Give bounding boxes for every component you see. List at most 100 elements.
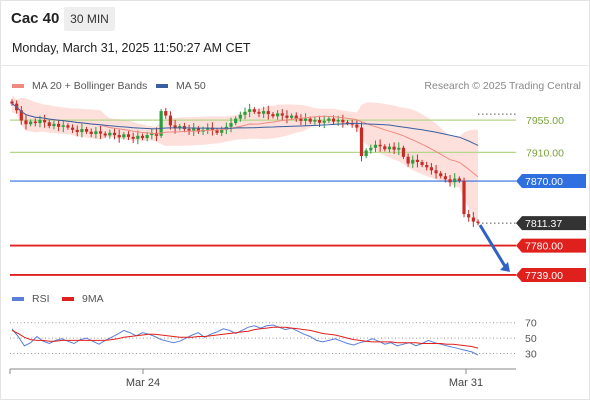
- candle-body: [38, 120, 42, 124]
- trend-arrowhead: [500, 261, 510, 272]
- candle-body: [70, 127, 75, 130]
- level-label: 7739.00: [525, 270, 563, 282]
- candle-body: [411, 159, 415, 164]
- candle-body: [420, 162, 424, 166]
- candle-body: [122, 134, 126, 138]
- candle-body: [299, 118, 303, 121]
- rsi-tick-label: 50: [525, 333, 537, 345]
- candle-body: [406, 156, 410, 164]
- candle-body: [392, 146, 396, 150]
- candle-body: [140, 135, 145, 139]
- candle-body: [425, 165, 429, 168]
- candle-body: [313, 120, 317, 122]
- candle-body: [84, 129, 89, 132]
- candle-body: [136, 135, 140, 139]
- candle-body: [131, 136, 135, 139]
- candle-body: [378, 144, 382, 147]
- candle-body: [401, 147, 406, 157]
- candle-body: [112, 132, 117, 136]
- candle-body: [47, 122, 51, 127]
- legend-9ma: 9MA: [62, 293, 104, 305]
- rsi-swatch: [12, 297, 24, 301]
- candle-body: [61, 125, 65, 127]
- legend-ma20: MA 20 + Bollinger Bands: [12, 80, 147, 92]
- candle-body: [373, 144, 378, 148]
- timestamp: Monday, March 31, 2025 11:50:27 AM CET: [12, 41, 251, 55]
- candle-body: [443, 176, 447, 180]
- level-label: 7870.00: [525, 176, 563, 188]
- legend-rsi-label: RSI: [32, 293, 50, 305]
- rsi-tick-label: 70: [525, 318, 537, 330]
- instrument-title: Cac 40: [11, 10, 60, 27]
- candle-body: [117, 135, 121, 138]
- candle-body: [24, 120, 28, 125]
- candle-body: [294, 115, 298, 119]
- candle-body: [453, 178, 457, 183]
- candle-body: [173, 125, 177, 129]
- candle-body: [220, 129, 224, 133]
- legend-ma50-label: MA 50: [176, 80, 206, 92]
- candle-body: [238, 114, 242, 119]
- candle-body: [317, 120, 322, 123]
- candle-body: [126, 134, 131, 137]
- candle-body: [187, 129, 191, 131]
- candle-body: [252, 109, 256, 112]
- candle-body: [29, 121, 33, 125]
- header-divider: [0, 65, 590, 66]
- candle-body: [262, 111, 266, 114]
- candle-body: [429, 167, 433, 171]
- candle-body: [33, 121, 37, 124]
- candle-body: [43, 120, 47, 123]
- candle-body: [196, 128, 200, 132]
- candle-body: [369, 147, 373, 151]
- candle-body: [439, 173, 443, 177]
- x-tick-label: Mar 31: [449, 377, 483, 389]
- candle-body: [66, 125, 70, 128]
- candle-body: [108, 132, 112, 136]
- candle-body: [229, 123, 233, 127]
- ma20-swatch: [12, 84, 24, 88]
- candle-body: [210, 127, 214, 131]
- candle-body: [19, 110, 23, 121]
- candle-body: [234, 118, 238, 124]
- legend-ma20-label: MA 20 + Bollinger Bands: [32, 80, 148, 92]
- level-tag: [516, 174, 586, 189]
- candle-body: [243, 111, 247, 115]
- candle-body: [341, 120, 345, 123]
- candle-body: [355, 124, 359, 128]
- candle-body: [471, 217, 475, 222]
- candle-body: [75, 129, 79, 133]
- candle-body: [80, 129, 84, 133]
- candle-body: [383, 146, 387, 150]
- rsi-tick-label: 30: [525, 348, 537, 360]
- ma50-line: [11, 103, 479, 146]
- candle-body: [98, 131, 103, 134]
- candle-body: [327, 118, 331, 121]
- interval-button[interactable]: 30 MIN: [64, 7, 115, 31]
- legend-rsi: RSI: [12, 293, 50, 305]
- candle-body: [192, 128, 196, 131]
- candle-body: [457, 178, 461, 181]
- research-credit: Research © 2025 Trading Central: [424, 80, 581, 92]
- level-label: 7955.00: [526, 115, 564, 127]
- level-tag: [516, 238, 586, 253]
- candle-body: [145, 135, 149, 139]
- candle-body: [103, 133, 107, 136]
- candle-body: [345, 122, 350, 124]
- candle-body: [257, 111, 261, 114]
- candle-body: [467, 214, 471, 218]
- candle-body: [168, 115, 173, 126]
- candle-body: [215, 130, 219, 133]
- candle-body: [476, 221, 480, 224]
- candle-body: [159, 111, 163, 136]
- candle-body: [206, 127, 210, 130]
- rsi-line: [11, 324, 479, 356]
- candle-body: [290, 115, 294, 118]
- ma50-swatch: [156, 84, 168, 88]
- candle-body: [276, 113, 280, 117]
- candle-body: [57, 123, 61, 127]
- candle-body: [331, 118, 336, 122]
- 9ma-swatch: [62, 297, 74, 301]
- candle-body: [150, 132, 154, 136]
- legend-9ma-label: 9MA: [82, 293, 104, 305]
